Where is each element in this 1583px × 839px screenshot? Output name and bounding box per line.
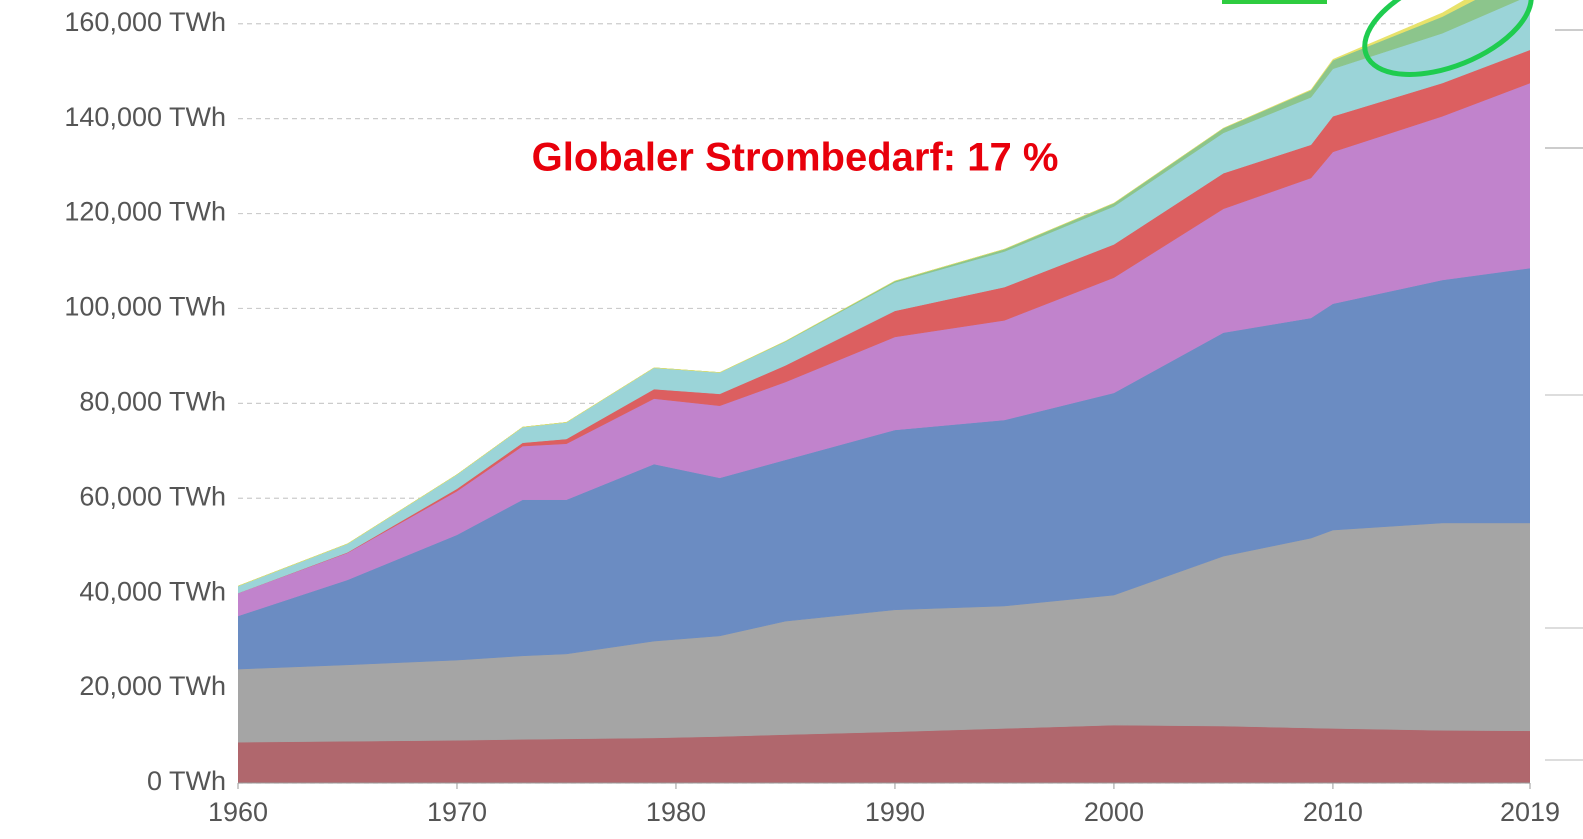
y-tick-label: 120,000 TWh	[64, 197, 226, 227]
highlight-mark	[1222, 0, 1327, 4]
y-tick-label: 160,000 TWh	[64, 7, 226, 37]
x-tick-label: 1990	[865, 797, 925, 827]
x-tick-label: 1970	[427, 797, 487, 827]
y-tick-label: 0 TWh	[147, 766, 226, 796]
x-tick-label: 1960	[208, 797, 268, 827]
y-tick-label: 100,000 TWh	[64, 292, 226, 322]
y-tick-label: 20,000 TWh	[79, 671, 226, 701]
x-tick-label: 2019	[1500, 797, 1560, 827]
areas	[238, 0, 1530, 783]
highlight-ellipse	[1362, 0, 1534, 77]
annotation: Globaler Strombedarf: 17 %	[532, 136, 1059, 180]
y-tick-label: 60,000 TWh	[79, 481, 226, 511]
x-tick-label: 2000	[1084, 797, 1144, 827]
y-tick-label: 80,000 TWh	[79, 386, 226, 416]
x-tick-label: 1980	[646, 797, 706, 827]
x-tick-label: 2010	[1303, 797, 1363, 827]
y-tick-label: 40,000 TWh	[79, 576, 226, 606]
y-tick-label: 140,000 TWh	[64, 102, 226, 132]
area	[238, 0, 1476, 587]
